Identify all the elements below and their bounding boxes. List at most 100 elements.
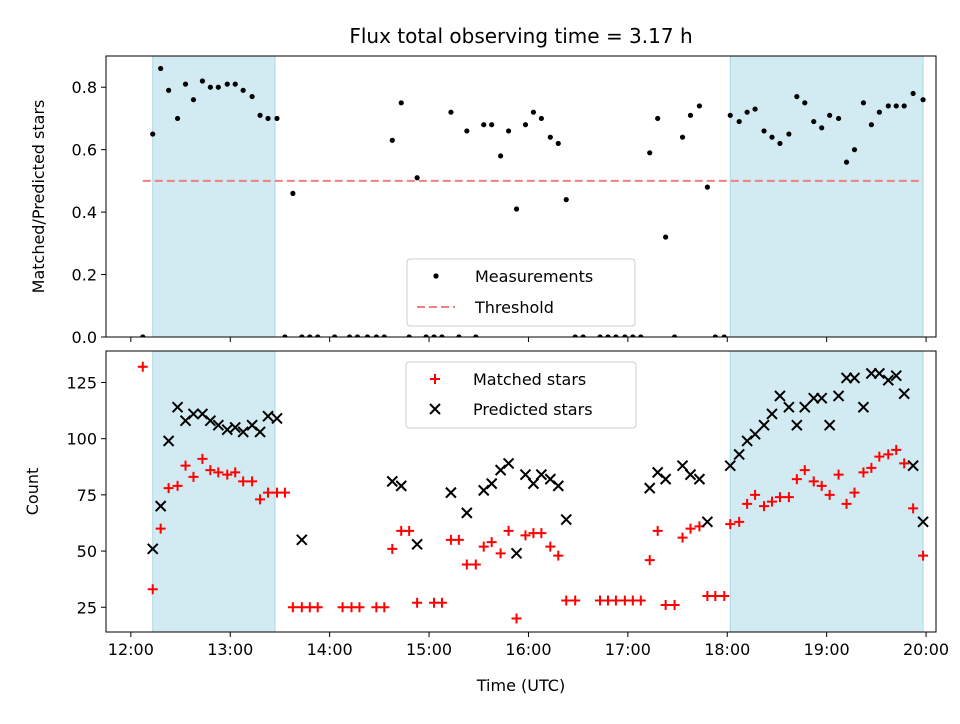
legend-predicted-label: Predicted stars <box>473 400 593 419</box>
matched-star-point <box>561 595 572 606</box>
predicted-star-point <box>395 480 407 492</box>
predicted-star-point <box>758 419 770 431</box>
matched-star-point <box>430 374 440 384</box>
matched-star-point <box>545 541 556 552</box>
measurement-point <box>712 334 718 337</box>
matched-star-point <box>137 361 148 372</box>
predicted-star-point <box>882 374 894 386</box>
matched-star-point <box>287 602 298 613</box>
predicted-star-point <box>693 473 706 485</box>
matched-star-point <box>478 541 489 552</box>
y-tick-label: 0.0 <box>72 328 97 347</box>
predicted-star-point <box>485 477 498 490</box>
measurement-point <box>249 93 255 100</box>
predicted-star-point <box>221 423 233 436</box>
measurement-point <box>381 334 387 337</box>
measurement-point <box>389 137 395 143</box>
measurement-point <box>679 134 686 140</box>
measurement-point <box>630 334 636 337</box>
predicted-star-point <box>147 543 159 555</box>
measurement-point <box>920 97 926 103</box>
plot-frame <box>105 55 937 338</box>
measurement-point <box>166 87 172 93</box>
predicted-star-point <box>411 538 423 551</box>
matched-star-point <box>725 519 736 530</box>
matched-star-point <box>644 555 655 566</box>
predicted-star-point <box>254 426 266 438</box>
measurement-point <box>140 334 146 337</box>
matched-star-point <box>255 494 266 505</box>
matched-star-point <box>791 474 802 485</box>
matched-star-point <box>553 550 564 561</box>
matched-star-point <box>816 480 827 491</box>
observing-window <box>152 55 276 338</box>
measurement-point <box>885 103 891 109</box>
predicted-star-point <box>774 390 786 402</box>
predicted-star-point <box>659 473 672 485</box>
measurement-point <box>910 90 916 97</box>
y-tick-label: 0.6 <box>72 141 97 160</box>
measurement-point <box>398 100 404 106</box>
measurement-point <box>563 197 569 203</box>
measurement-point <box>794 93 800 100</box>
matched-star-point <box>222 469 233 480</box>
measurement-point <box>671 334 678 337</box>
measurement-point <box>439 334 445 337</box>
legend: Measurements Threshold <box>406 258 636 327</box>
measurement-point <box>215 84 221 90</box>
predicted-star-point <box>733 448 745 461</box>
predicted-star-point <box>857 401 870 413</box>
measurement-point <box>868 122 874 128</box>
predicted-star-point <box>429 403 441 415</box>
measurement-point <box>364 334 371 337</box>
measurement-point <box>414 175 420 181</box>
matched-star-point <box>354 602 365 613</box>
matched-star-point <box>799 465 810 476</box>
measurement-point <box>827 112 833 118</box>
measurement-point <box>704 184 710 190</box>
measurement-point <box>290 190 296 196</box>
matched-star-point <box>205 465 216 476</box>
matched-star-point <box>379 602 390 613</box>
measurement-point <box>513 206 520 212</box>
x-tick-label: 13:00 <box>207 640 253 659</box>
matched-star-point <box>436 597 447 608</box>
predicted-star-point <box>212 419 225 431</box>
matched-star-point <box>918 550 929 561</box>
matched-star-point <box>908 503 919 514</box>
measurement-point <box>207 84 213 90</box>
predicted-star-point <box>783 401 795 413</box>
measurement-point <box>406 334 412 337</box>
matched-star-point <box>883 449 894 460</box>
matched-star-point <box>495 548 506 559</box>
predicted-star-point <box>535 468 548 481</box>
predicted-star-point <box>898 388 910 400</box>
measurement-point <box>354 334 361 337</box>
matched-star-point <box>312 602 323 613</box>
matched-star-point <box>858 467 869 478</box>
measurement-point <box>761 128 767 134</box>
matched-star-point <box>387 543 398 554</box>
matched-star-point <box>677 532 688 543</box>
measurement-point <box>522 122 529 128</box>
measurement-point <box>580 334 586 337</box>
measurement-point <box>843 159 850 165</box>
x-tick-label: 18:00 <box>704 640 750 659</box>
y-axis-label: Count <box>23 468 42 516</box>
measurement-point <box>893 103 899 109</box>
predicted-star-point <box>445 486 457 499</box>
measurement-point <box>555 140 561 147</box>
matched-star-point <box>197 453 208 464</box>
measurement-point <box>572 334 578 337</box>
measurement-point <box>744 109 750 115</box>
y-tick-label: 0.8 <box>72 78 97 97</box>
matched-star-point <box>719 591 730 602</box>
matched-star-point <box>520 530 531 541</box>
predicted-star-point <box>519 468 532 481</box>
predicted-star-point <box>386 475 398 488</box>
data-points <box>140 65 926 337</box>
matched-star-point <box>824 489 835 500</box>
predicted-star-point <box>766 408 778 420</box>
predicted-star-point <box>848 372 861 384</box>
